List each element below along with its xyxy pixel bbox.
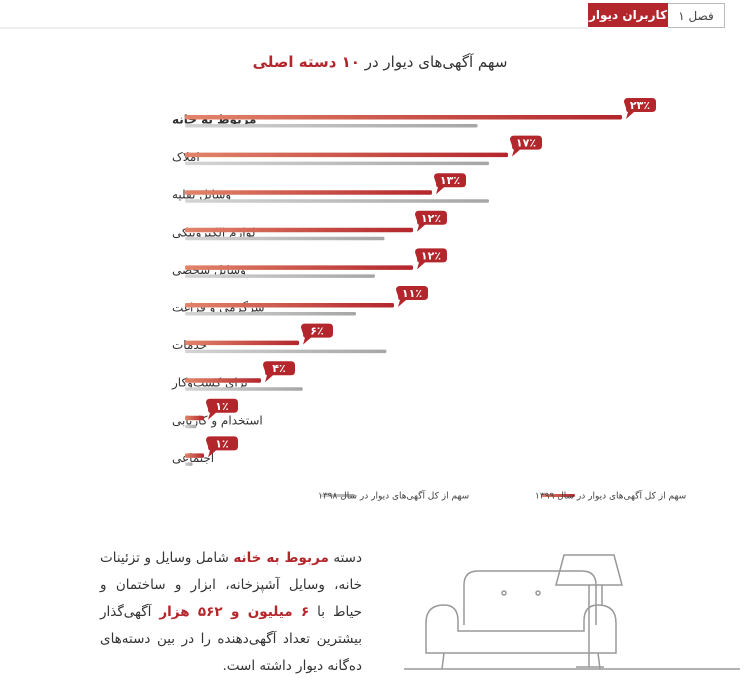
bar	[185, 424, 197, 429]
value-badge	[510, 135, 542, 157]
bar	[185, 349, 387, 354]
bar	[185, 236, 385, 241]
value-label: ۲۳٪	[630, 99, 650, 112]
title-highlight: ۱۰ دسته اصلی	[253, 53, 360, 71]
title-text: سهم آگهی‌های دیوار در	[360, 53, 507, 71]
value-label: ۱٪	[215, 437, 228, 450]
value-badge	[396, 286, 428, 307]
chapter-tab: فصل ۱	[668, 3, 725, 28]
chart: سهم آگهی‌های دیوار در ۱۰ دسته اصلی مربوط…	[0, 27, 686, 502]
bar	[185, 152, 508, 158]
value-label: ۱٪	[215, 400, 228, 413]
value-label: ۴٪	[272, 362, 285, 375]
value-badge	[415, 248, 447, 270]
bar	[185, 161, 489, 166]
bar	[185, 274, 375, 278]
bar	[185, 190, 432, 195]
value-label: ۱۷٪	[516, 137, 536, 150]
illustration	[404, 554, 740, 670]
value-label: ۱۳٪	[440, 174, 460, 187]
bar	[185, 303, 394, 308]
bar	[185, 387, 303, 391]
highlight-text: ۶ میلیون و ۵۶۲ هزار	[159, 604, 310, 620]
highlight-text: مربوط به خانه	[233, 550, 329, 566]
body-text: آگهی‌گذار بیشترین تعداد آگهی‌دهنده را در…	[100, 604, 362, 674]
value-badge	[206, 436, 238, 458]
value-badge	[301, 323, 333, 345]
bar	[185, 378, 261, 383]
value-badge	[263, 361, 295, 383]
legend-label: سهم از کل آگهی‌های دیوار در سال ۱۳۹۸	[318, 490, 469, 502]
value-badge	[624, 98, 656, 119]
section-tab: کاربران دیوار	[588, 3, 668, 27]
bar	[185, 340, 299, 346]
body-text: دسته	[328, 550, 362, 566]
value-label: ۶٪	[310, 325, 323, 338]
legend-label: سهم از کل آگهی‌های دیوار در سال ۱۳۹۹	[535, 490, 686, 502]
bar	[185, 415, 204, 421]
bar	[185, 199, 489, 203]
bar	[185, 124, 478, 128]
value-badge	[206, 398, 238, 420]
value-label: ۱۲٪	[421, 249, 441, 262]
legend-swatch	[541, 494, 575, 497]
value-badge	[415, 210, 447, 232]
value-label: ۱۲٪	[421, 212, 441, 225]
body-text: شامل وسایل و تزئینات خانه، وسایل آشپزخان…	[100, 550, 362, 620]
legend-swatch	[321, 494, 355, 497]
bar	[185, 312, 356, 316]
value-badge	[434, 173, 466, 195]
bar	[185, 115, 622, 120]
bar	[185, 453, 204, 458]
bar	[185, 227, 413, 233]
chart-title: سهم آگهی‌های دیوار در ۱۰ دسته اصلی	[253, 53, 508, 71]
bar	[185, 265, 413, 270]
bar	[185, 462, 193, 466]
value-label: ۱۱٪	[402, 287, 422, 300]
description: دسته مربوط به خانه شامل وسایل و تزئینات …	[100, 545, 362, 680]
